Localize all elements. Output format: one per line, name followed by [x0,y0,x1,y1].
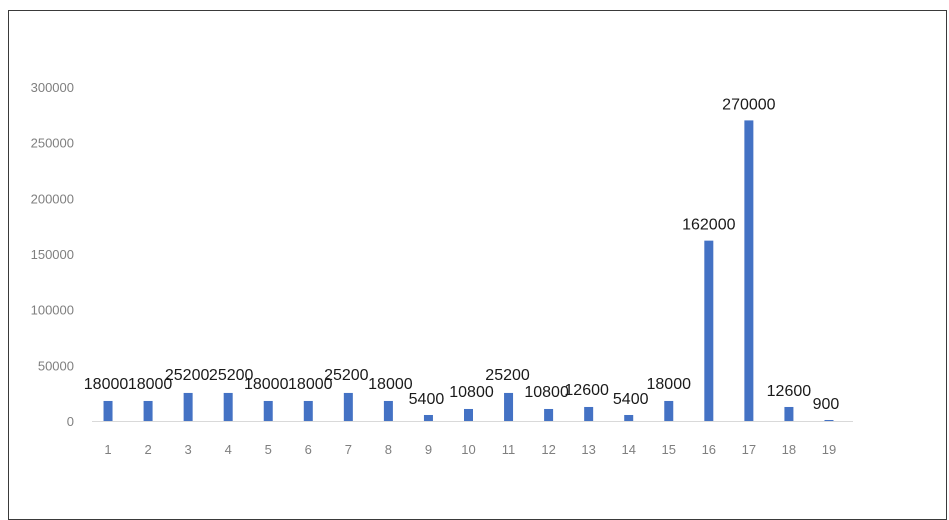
data-label: 25200 [165,367,210,384]
x-tick-label: 6 [305,442,312,457]
x-tick-label: 13 [581,442,595,457]
bar [263,400,273,421]
x-tick-label: 15 [662,442,676,457]
data-label: 270000 [722,96,775,113]
bars [103,120,834,422]
bar [464,408,473,421]
bar [584,406,594,421]
data-label: 18000 [244,376,289,393]
data-label: 25200 [209,367,254,384]
x-tick-label: 5 [265,442,272,457]
data-label: 162000 [682,217,735,234]
chart-frame [8,10,947,520]
bar [303,400,313,421]
y-tick-label: 100000 [31,303,74,318]
bar [624,414,634,421]
x-tick-label: 17 [742,442,756,457]
y-tick-label: 250000 [31,136,74,151]
x-tick-label: 3 [185,442,192,457]
data-label: 18000 [647,376,692,393]
x-tick-label: 11 [502,442,516,457]
x-tick-label: 9 [425,442,432,457]
data-label: 900 [813,396,840,413]
x-tick-label: 19 [822,442,836,457]
x-tick-label: 2 [144,442,151,457]
bar [544,408,554,421]
bar [504,392,514,421]
x-tick-label: 1 [104,442,111,457]
bar [383,400,393,421]
x-tick-label: 8 [385,442,392,457]
bar [784,406,794,421]
x-axis-ticks: 1 2 3 4 5 6 7 8 9 10 11 12 13 14 15 16 17 18 19 [104,442,836,457]
bar [423,414,433,421]
x-tick-label: 7 [345,442,352,457]
data-label: 18000 [128,376,173,393]
y-tick-label: 0 [67,414,74,429]
data-label: 18000 [288,376,333,393]
x-tick-label: 16 [702,442,716,457]
x-tick-label: 4 [225,442,232,457]
data-label: 10800 [449,384,494,401]
y-tick-label: 150000 [31,247,74,262]
bar [183,392,193,421]
bar [143,400,153,421]
y-tick-label: 200000 [31,191,74,206]
x-tick-label: 18 [782,442,796,457]
bar [824,419,834,421]
y-tick-label: 300000 [31,80,74,95]
x-tick-label: 10 [461,442,475,457]
data-label: 25200 [485,367,530,384]
x-tick-label: 12 [541,442,555,457]
data-label: 18000 [368,376,413,393]
bar [103,400,113,421]
data-label: 5400 [409,391,445,408]
data-label: 5400 [613,391,649,408]
x-tick-label: 14 [621,442,635,457]
data-label: 10800 [524,384,569,401]
data-label: 25200 [324,367,369,384]
y-axis-ticks: 0 50000 100000 150000 200000 250000 300000 [31,80,74,429]
data-label: 12600 [767,383,812,400]
bar [704,240,714,421]
bar [744,120,754,422]
bar [664,400,674,421]
bar [223,392,233,421]
data-label: 18000 [84,376,129,393]
data-label: 12600 [564,382,609,399]
y-tick-label: 50000 [38,358,74,373]
bar [343,392,353,421]
